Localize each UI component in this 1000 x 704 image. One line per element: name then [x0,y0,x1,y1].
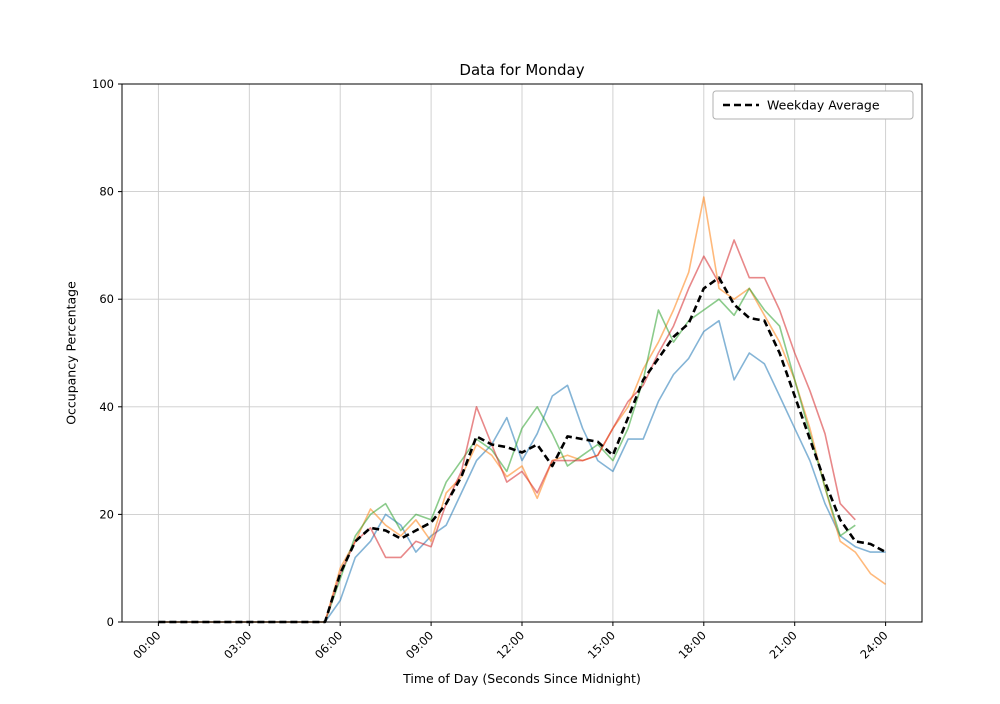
x-tick-label: 03:00 [221,628,254,661]
x-axis-label: Time of Day (Seconds Since Midnight) [403,671,641,686]
y-axis-label: Occupancy Percentage [63,281,79,425]
legend-label: Weekday Average [767,98,880,113]
x-tick-label: 06:00 [312,628,345,661]
x-tick-label: 24:00 [857,628,890,661]
x-tick-label: 09:00 [403,628,436,661]
x-tick-label: 00:00 [130,628,163,661]
day-series-red [158,239,856,623]
chart-title: Data for Monday [459,61,585,79]
legend-box [712,90,914,120]
x-tick-label: 21:00 [766,628,799,661]
y-tick-label: 80 [99,185,114,199]
y-tick-label: 40 [99,400,114,414]
x-tick-label: 15:00 [585,628,618,661]
x-tick-label: 18:00 [676,628,709,661]
y-tick-label: 0 [107,615,114,629]
y-tick-label: 100 [92,77,114,91]
y-tick-label: 60 [99,292,114,306]
y-tick-label: 20 [99,507,114,521]
day-series-green [158,287,856,623]
x-tick-label: 12:00 [494,628,527,661]
legend: Weekday Average [712,90,914,120]
